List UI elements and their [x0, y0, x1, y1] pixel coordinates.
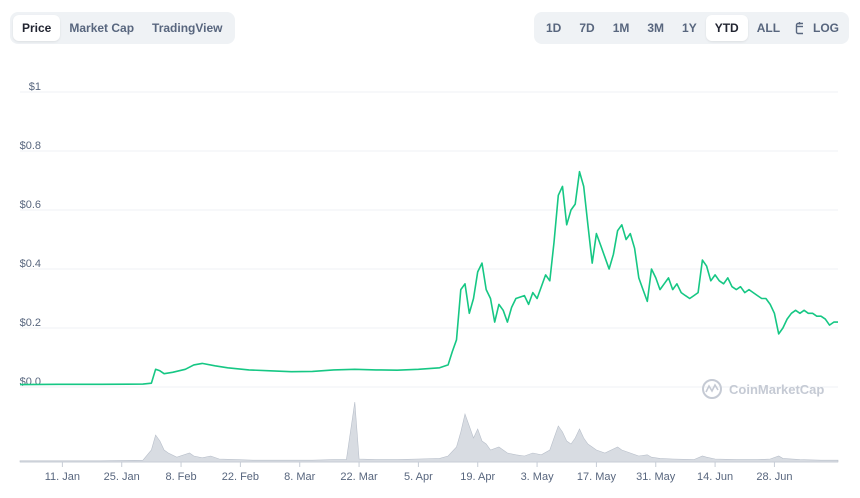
watermark: CoinMarketCap [702, 379, 824, 399]
view-tab-group: Price Market Cap TradingView [10, 12, 235, 44]
x-tick-label: 8. Feb [165, 471, 196, 483]
x-tick-label: 5. Apr [404, 471, 433, 483]
grid-lines [20, 91, 838, 388]
x-tick-label: 22. Feb [222, 471, 259, 483]
range-1m[interactable]: 1M [612, 21, 630, 35]
y-tick-label: $1 [29, 81, 41, 93]
y-tick-label: $0.6 [20, 199, 41, 211]
tab-tradingview[interactable]: TradingView [152, 21, 223, 35]
x-tick-label: 19. Apr [460, 471, 495, 483]
volume-area-path [19, 401, 839, 463]
x-tick-label: 11. Jan [45, 471, 80, 483]
range-1y[interactable]: 1Y [682, 21, 697, 35]
x-axis: 11. Jan 25. Jan 8. Feb 22. Feb 8. Mar 22. Mar… [45, 462, 792, 483]
tab-price[interactable]: Price [13, 15, 61, 41]
y-tick-label: $0.2 [20, 317, 41, 329]
range-7d[interactable]: 7D [579, 21, 595, 35]
range-tab-group: 1D 7D 1M 3M 1Y YTD ALL [534, 12, 819, 44]
x-tick-label: 22. Mar [340, 471, 378, 483]
tab-market-cap[interactable]: Market Cap [69, 21, 135, 35]
y-tick-label: $0.4 [20, 258, 41, 270]
x-tick-label: 28. Jun [756, 471, 792, 483]
log-toggle-group: LOG [803, 12, 849, 44]
range-ytd[interactable]: YTD [705, 15, 748, 41]
y-tick-label: $0.0 [20, 376, 41, 388]
watermark-text: CoinMarketCap [729, 382, 824, 397]
price-series [19, 170, 838, 386]
price-line [19, 170, 838, 386]
x-tick-label: 14. Jun [697, 471, 733, 483]
volume-area [19, 401, 839, 463]
x-tick-label: 8. Mar [284, 471, 316, 483]
range-3m[interactable]: 3M [647, 21, 665, 35]
x-tick-label: 25. Jan [104, 471, 140, 483]
range-all[interactable]: ALL [756, 21, 781, 35]
log-scale-button[interactable]: LOG [813, 21, 839, 35]
x-tick-label: 3. May [521, 471, 555, 483]
range-1d[interactable]: 1D [546, 21, 562, 35]
x-tick-label: 31. May [636, 471, 676, 483]
coinmarketcap-logo-icon [702, 379, 722, 399]
y-axis: $1 $0.8 $0.6 $0.4 $0.2 $0.0 [20, 81, 41, 388]
x-tick-label: 17. May [577, 471, 617, 483]
y-tick-label: $0.8 [20, 140, 41, 152]
